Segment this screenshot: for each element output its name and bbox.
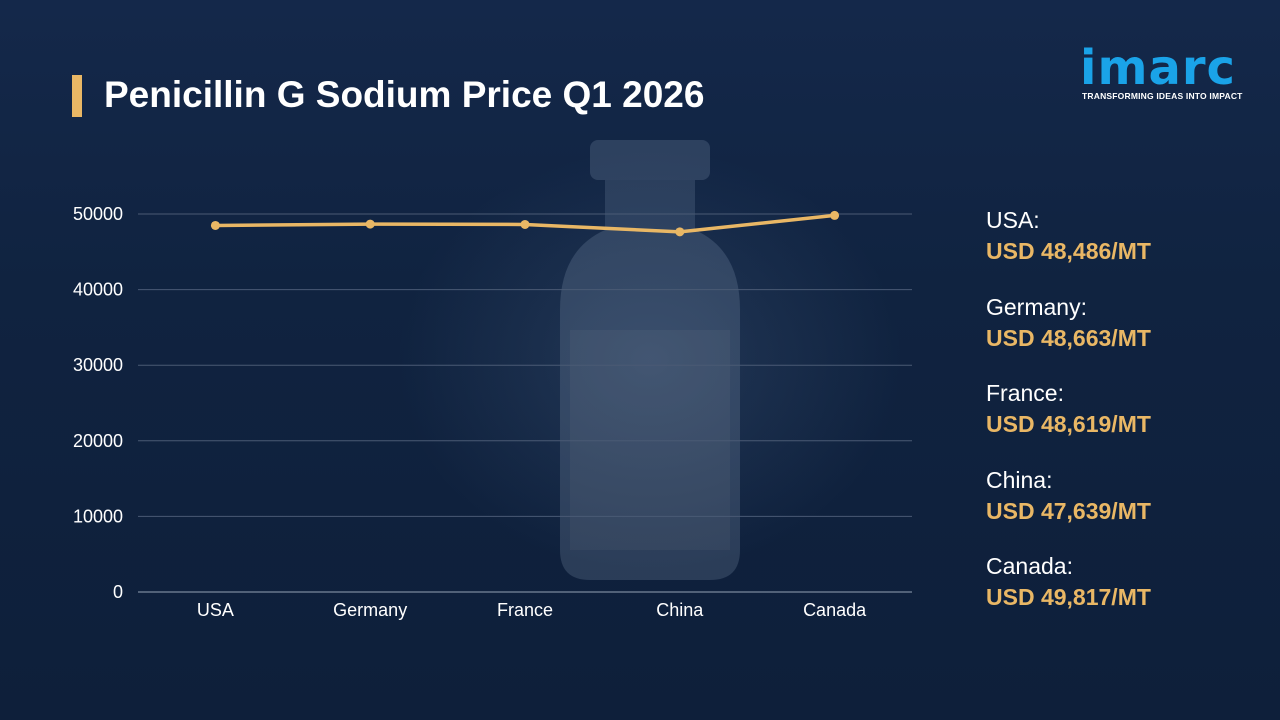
- price-value: USD 49,817/MT: [986, 584, 1151, 610]
- price-value: USD 48,619/MT: [986, 411, 1151, 437]
- title-accent-bar: [72, 75, 82, 117]
- price-country-label: China:: [986, 466, 1053, 493]
- y-tick-label: 30000: [73, 355, 123, 375]
- y-tick-label: 50000: [73, 204, 123, 224]
- imarc-logo: imarc TRANSFORMING IDEAS INTO IMPACT: [1078, 30, 1248, 104]
- price-country-label: USA:: [986, 207, 1040, 233]
- vial-background-image: [560, 140, 740, 580]
- y-tick-label: 10000: [73, 506, 123, 526]
- price-list: USA: USD 48,486/MT Germany: USD 48,663/MT Fr…: [986, 205, 1266, 638]
- data-point: [365, 219, 375, 229]
- grid-lines: [138, 213, 912, 593]
- data-point: [830, 210, 840, 220]
- y-tick-label: 40000: [73, 280, 123, 300]
- price-list-item: France: USD 48,619/MT: [986, 378, 1266, 465]
- x-axis-ticks: USA Germany France China Canada: [197, 600, 867, 620]
- price-list-item: USA: USD 48,486/MT: [986, 205, 1266, 292]
- price-country-label: Germany:: [986, 293, 1087, 320]
- x-tick-label: Canada: [803, 600, 867, 620]
- price-line-chart: 0 10000 20000 30000 40000 50000 USA Germany Fra…: [73, 204, 912, 620]
- price-value: USD 48,486/MT: [986, 238, 1151, 264]
- x-tick-label: France: [497, 600, 553, 620]
- logo-wordmark: imarc: [1080, 40, 1236, 96]
- price-country-label: France:: [986, 380, 1064, 406]
- price-value: USD 47,639/MT: [986, 497, 1151, 524]
- price-list-item: Germany: USD 48,663/MT: [986, 292, 1266, 379]
- x-tick-label: USA: [197, 600, 234, 620]
- data-point: [675, 227, 685, 237]
- price-country-label: Canada:: [986, 553, 1073, 579]
- data-point: [520, 219, 530, 229]
- series-layer: [210, 210, 840, 237]
- page-title: Penicillin G Sodium Price Q1 2026: [104, 74, 705, 115]
- x-tick-label: China: [656, 600, 704, 620]
- logo-tagline: TRANSFORMING IDEAS INTO IMPACT: [1082, 91, 1243, 101]
- y-tick-label: 0: [113, 582, 123, 602]
- data-point: [210, 220, 220, 230]
- x-tick-label: Germany: [333, 600, 407, 620]
- price-list-item: Canada: USD 49,817/MT: [986, 551, 1266, 638]
- y-tick-label: 20000: [73, 431, 123, 451]
- y-axis-ticks: 0 10000 20000 30000 40000 50000: [73, 204, 123, 602]
- price-value: USD 48,663/MT: [986, 324, 1151, 351]
- price-list-item: China: USD 47,639/MT: [986, 465, 1266, 552]
